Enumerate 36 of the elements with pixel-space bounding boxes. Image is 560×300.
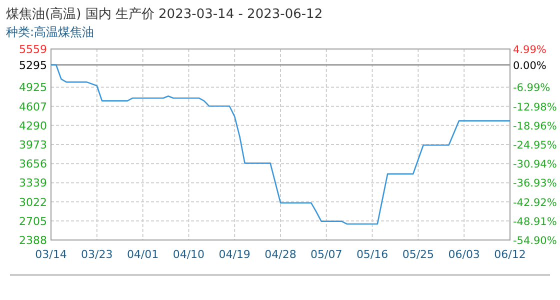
x-tick-label: 05/16 [356, 248, 388, 261]
y-tick-label: 5295 [19, 58, 47, 72]
y-tick-label: 3973 [19, 138, 47, 152]
y2-tick-label: -30.94% [513, 158, 557, 171]
x-tick-label: 03/23 [81, 248, 113, 261]
line-series [50, 64, 511, 225]
chart-subtitle: 种类:高温煤焦油 [6, 25, 94, 39]
y-tick-label: 2705 [19, 214, 47, 228]
y2-tick-label: -48.91% [513, 216, 557, 228]
y2-tick-label: 0.00% [513, 60, 546, 72]
y2-tick-label: -18.96% [513, 120, 557, 132]
y2-tick-label: -36.93% [513, 178, 557, 190]
x-tick-label: 04/28 [264, 248, 296, 261]
y2-tick-label: -6.99% [513, 82, 550, 94]
y-tick-label: 4290 [19, 119, 47, 132]
y2-tick-label: -12.98% [513, 101, 557, 114]
y2-tick-label: -54.90% [513, 235, 557, 247]
chart-title: 煤焦油(高温) 国内 生产价 2023-03-14 - 2023-06-12 [6, 6, 323, 22]
x-tick-label: 05/25 [402, 248, 434, 261]
y2-tick-label: 4.99% [513, 44, 546, 56]
y-tick-label: 3339 [19, 176, 47, 190]
y-tick-label: 3022 [19, 196, 47, 209]
x-tick-label: 04/19 [218, 248, 250, 261]
x-tick-label: 06/12 [494, 248, 526, 261]
x-tick-label: 04/01 [126, 248, 159, 261]
y-tick-label: 4925 [19, 81, 47, 94]
x-tick-label: 04/10 [172, 248, 205, 261]
y-tick-label: 2388 [19, 234, 47, 247]
y2-tick-label: -42.92% [513, 196, 557, 209]
x-tick-label: 06/03 [448, 248, 480, 261]
x-tick-label: 03/14 [35, 248, 67, 261]
y-tick-label: 4607 [19, 100, 47, 114]
y2-tick-label: -24.95% [513, 139, 557, 152]
x-tick-label: 05/07 [310, 248, 342, 261]
y-tick-label: 3656 [19, 158, 47, 171]
y-tick-label: 5559 [19, 43, 47, 56]
